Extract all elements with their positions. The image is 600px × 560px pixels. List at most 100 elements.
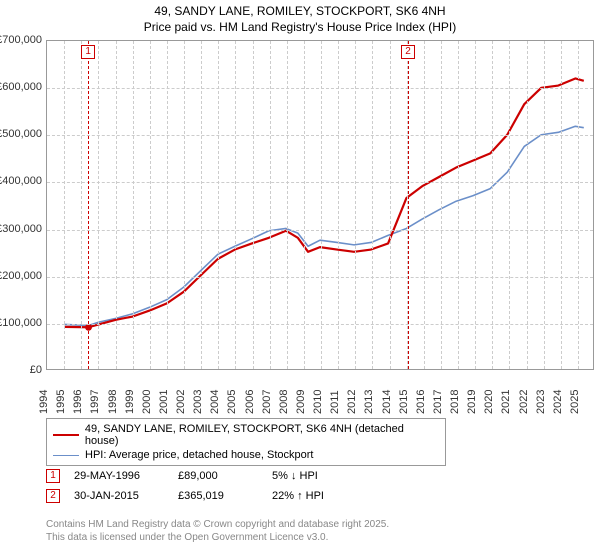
x-tick-label: 2009 [295,390,307,414]
x-tick-label: 1994 [38,390,50,414]
data-point-row: 2 30-JAN-2015 £365,019 22% ↑ HPI [46,486,324,506]
x-tick-label: 2014 [381,390,393,414]
legend-swatch [53,434,79,436]
data-points-table: 129-MAY-1996£89,0005% ↓ HPI230-JAN-2015£… [46,466,324,506]
y-tick-label: £600,000 [0,81,42,93]
gridline-horizontal [47,135,593,136]
legend-item: 49, SANDY LANE, ROMILEY, STOCKPORT, SK6 … [53,422,439,448]
gridline-vertical [390,41,391,369]
gridline-vertical [184,41,185,369]
gridline-vertical [116,41,117,369]
data-point-delta: 22% ↑ HPI [272,490,324,502]
gridline-vertical [270,41,271,369]
gridline-vertical [235,41,236,369]
data-point-date: 29-MAY-1996 [74,470,164,482]
x-tick-label: 2001 [158,390,170,414]
gridline-vertical [338,41,339,369]
gridline-vertical [287,41,288,369]
y-tick-label: £700,000 [0,34,42,46]
x-tick-label: 2023 [535,390,547,414]
y-tick-label: £200,000 [0,270,42,282]
title-block: 49, SANDY LANE, ROMILEY, STOCKPORT, SK6 … [0,0,600,35]
sale-marker-badge: 2 [401,45,415,59]
gridline-horizontal [47,324,593,325]
y-tick-label: £0 [30,364,42,376]
series-price_paid [65,78,584,327]
gridline-vertical [133,41,134,369]
gridline-vertical [253,41,254,369]
title-line2: Price paid vs. HM Land Registry's House … [0,20,600,36]
x-tick-label: 2003 [192,390,204,414]
gridline-vertical [218,41,219,369]
title-line1: 49, SANDY LANE, ROMILEY, STOCKPORT, SK6 … [0,4,600,20]
x-tick-label: 2011 [329,390,341,414]
x-tick-label: 2019 [466,390,478,414]
x-tick-label: 2002 [175,390,187,414]
gridline-horizontal [47,277,593,278]
sale-marker-line [408,41,409,369]
x-tick-label: 1997 [89,390,101,414]
gridline-vertical [527,41,528,369]
footer-line1: Contains HM Land Registry data © Crown c… [46,518,389,531]
x-tick-label: 2024 [552,390,564,414]
x-tick-label: 2013 [363,390,375,414]
data-point-price: £365,019 [178,490,258,502]
data-point-date: 30-JAN-2015 [74,490,164,502]
x-tick-label: 2012 [346,390,358,414]
x-axis-labels: 1994199519961997199819992000200120022003… [46,372,594,416]
y-tick-label: £300,000 [0,223,42,235]
data-point-marker: 1 [46,469,60,483]
gridline-vertical [98,41,99,369]
y-axis-labels: £0£100,000£200,000£300,000£400,000£500,0… [0,40,44,370]
legend-label: HPI: Average price, detached house, Stoc… [85,449,314,461]
x-tick-label: 2008 [278,390,290,414]
data-point-row: 129-MAY-1996£89,0005% ↓ HPI [46,466,324,486]
gridline-vertical [544,41,545,369]
chart-container: 49, SANDY LANE, ROMILEY, STOCKPORT, SK6 … [0,0,600,560]
x-tick-label: 2007 [261,390,273,414]
legend-item: HPI: Average price, detached house, Stoc… [53,448,439,462]
x-tick-label: 2018 [449,390,461,414]
x-tick-label: 2006 [244,390,256,414]
series-hpi [65,126,584,325]
x-tick-label: 1995 [55,390,67,414]
gridline-vertical [304,41,305,369]
gridline-vertical [321,41,322,369]
gridline-horizontal [47,88,593,89]
x-tick-label: 1996 [72,390,84,414]
gridline-vertical [150,41,151,369]
gridline-vertical [458,41,459,369]
legend-swatch [53,455,79,456]
gridline-horizontal [47,182,593,183]
legend-box: 49, SANDY LANE, ROMILEY, STOCKPORT, SK6 … [46,418,446,466]
gridline-vertical [201,41,202,369]
gridline-vertical [64,41,65,369]
x-tick-label: 2005 [226,390,238,414]
gridline-vertical [424,41,425,369]
gridline-vertical [81,41,82,369]
x-tick-label: 2017 [432,390,444,414]
x-tick-label: 2000 [141,390,153,414]
gridline-vertical [492,41,493,369]
x-tick-label: 1998 [107,390,119,414]
y-tick-label: £500,000 [0,128,42,140]
y-tick-label: £400,000 [0,175,42,187]
data-point-delta: 5% ↓ HPI [272,470,318,482]
x-tick-label: 1999 [124,390,136,414]
x-tick-label: 2022 [518,390,530,414]
y-tick-label: £100,000 [0,317,42,329]
x-tick-label: 2020 [483,390,495,414]
gridline-vertical [578,41,579,369]
x-tick-label: 2010 [312,390,324,414]
x-tick-label: 2004 [209,390,221,414]
legend-label: 49, SANDY LANE, ROMILEY, STOCKPORT, SK6 … [85,423,439,447]
sale-marker-badge: 1 [81,45,95,59]
gridline-vertical [475,41,476,369]
sale-marker-line [88,41,89,369]
data-point-marker: 2 [46,489,60,503]
gridline-horizontal [47,230,593,231]
footer-attribution: Contains HM Land Registry data © Crown c… [46,518,389,544]
footer-line2: This data is licensed under the Open Gov… [46,531,389,544]
x-tick-label: 2016 [415,390,427,414]
chart-svg [47,41,593,369]
